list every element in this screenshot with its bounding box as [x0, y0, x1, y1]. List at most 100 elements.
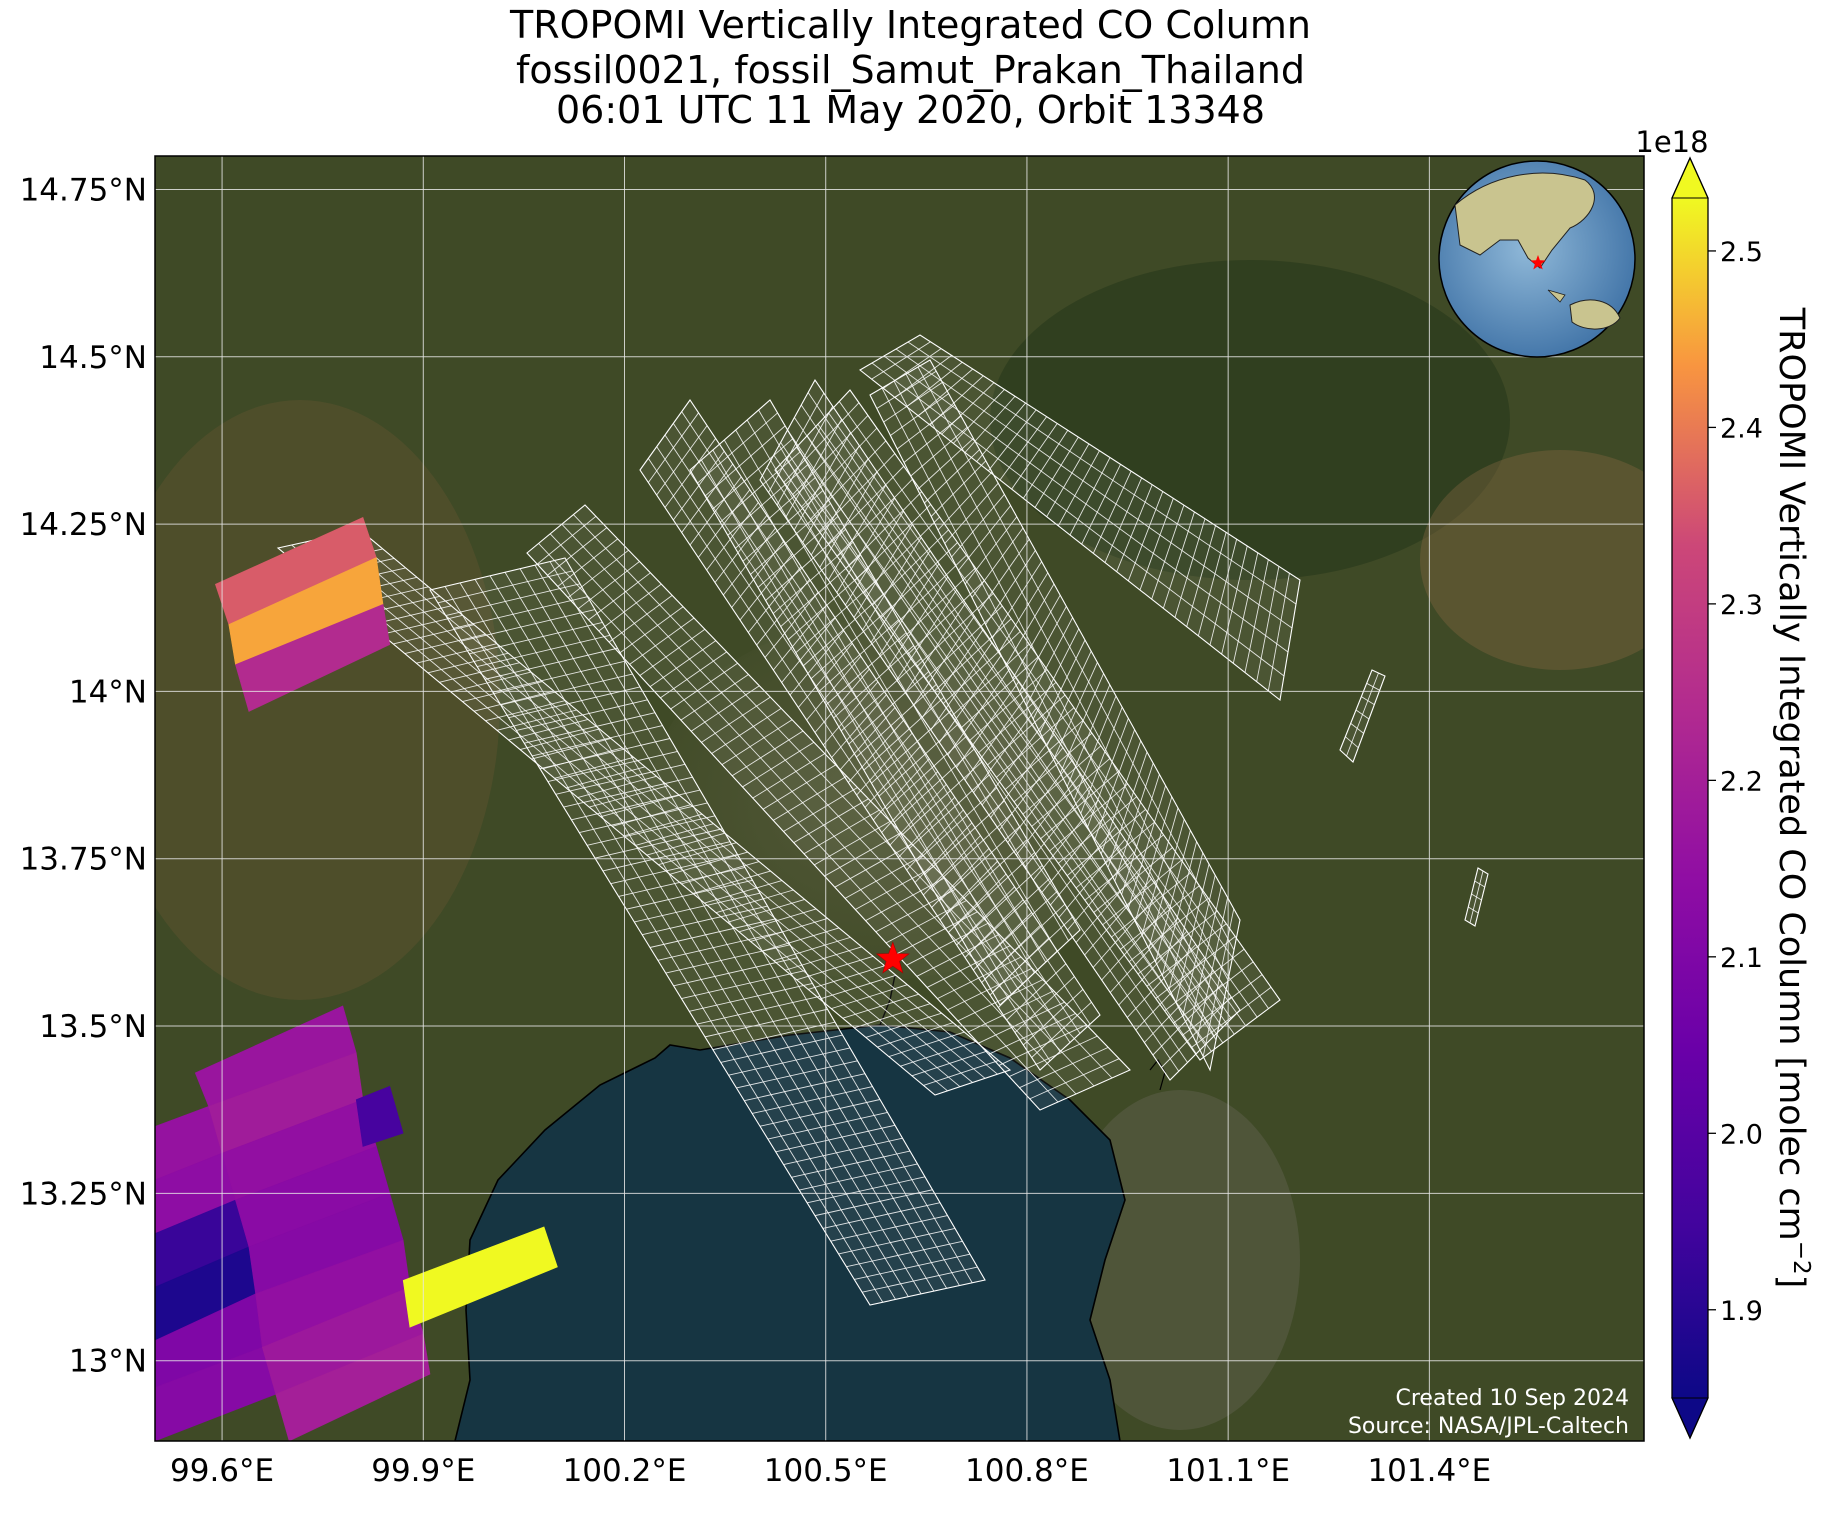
footprint-cell-line	[764, 591, 819, 658]
footprint-cell-line	[772, 541, 854, 614]
footprint-cell-line	[917, 438, 974, 490]
footprint-cell-line	[567, 549, 629, 598]
footprint-cell-line	[1006, 963, 1067, 1021]
footprint-cell-line	[704, 425, 786, 497]
footprint-cell-line	[951, 643, 1030, 717]
map-frame	[154, 155, 1645, 1442]
footprint-cell-line	[660, 651, 727, 699]
footprint-cell-line	[998, 572, 1049, 652]
title-line-3: 06:01 UTC 11 May 2020, Orbit 13348	[555, 88, 1265, 132]
footprint-cell-line	[903, 415, 962, 463]
footprint-cell-line	[1256, 566, 1280, 682]
footprint-cell-line	[881, 771, 939, 833]
footprint-cell-line	[469, 622, 603, 655]
footprint-cell-line	[305, 541, 961, 1088]
footprint-cell-line	[1058, 796, 1137, 864]
footprint-cell-line	[862, 537, 922, 631]
footprint-cell-line	[773, 936, 851, 962]
footprint-cell-line	[939, 826, 1020, 901]
footprint-cell-line	[635, 823, 714, 846]
footprint-cell-line	[610, 854, 738, 885]
footprint-cell-line	[1146, 923, 1227, 987]
footprint-cell-line	[690, 685, 760, 732]
lat-tick-label: 13.5°N	[39, 1009, 147, 1045]
footprint-cell-line	[783, 787, 858, 832]
footprint-cell-line	[1049, 783, 1129, 852]
footprint-cell-line	[1005, 583, 1055, 666]
footprint-cell-line	[673, 957, 798, 987]
footprint-cell-line	[789, 630, 845, 696]
lon-tick-label: 100.8°E	[965, 1453, 1089, 1489]
footprint-cell-line	[856, 732, 913, 796]
footprint-cell-line	[937, 956, 1022, 1000]
footprint-outline	[869, 359, 1241, 1072]
footprint-cell-line	[427, 652, 509, 674]
footprint-cell-line	[1031, 1001, 1092, 1058]
footprint-cell-line	[1152, 983, 1223, 1056]
footprint-cell-line	[721, 719, 793, 766]
footprint-cell-line	[937, 471, 993, 531]
footprint-cell-line	[701, 459, 1012, 995]
footprint-cell-line	[680, 674, 749, 721]
footprint-cell-line	[1092, 891, 1161, 968]
footprint-cell-line	[524, 712, 656, 744]
colorbar-ticks: 1.9 2.0 2.1 2.2 2.3 2.4 2.5	[1708, 237, 1763, 1327]
footprint-cell-line	[939, 655, 1002, 743]
footprint-cell-line	[557, 538, 618, 587]
colorbar-extend-max	[1671, 156, 1709, 199]
footprint-swath	[759, 378, 1241, 1081]
footprint-cell-line	[964, 395, 1016, 453]
footprint-cell-line	[793, 432, 851, 531]
footprint-cell-line	[941, 382, 995, 435]
footprint-cell-line	[824, 832, 902, 877]
footprint-cell-line	[863, 696, 945, 771]
footprint-cell-line	[1093, 729, 1136, 841]
footprint-cell-line	[855, 866, 935, 910]
footprint-cell-line	[792, 415, 869, 495]
footprint-cell-line	[1100, 740, 1142, 855]
footprint-cell-line	[896, 404, 956, 450]
footprint-cell-line	[830, 1215, 948, 1242]
footprint-cell-line	[712, 1021, 836, 1051]
footprint-cell-line	[960, 656, 1039, 729]
footprint-cell-line	[1107, 751, 1148, 868]
footprint-cell-line	[1175, 863, 1210, 1003]
footprint-cell-line	[642, 905, 768, 936]
footprint-cell-line	[445, 583, 581, 616]
footprint-cell-line	[916, 787, 998, 862]
footprint-cell-line	[801, 427, 878, 508]
footprint-cell-line	[923, 835, 981, 896]
longitude-axis: 99.6°E 99.9°E 100.2°E 100.5°E 100.8°E 101.1°E…	[170, 1453, 1491, 1489]
footprint-cell-line	[634, 892, 761, 923]
footprint-cell-line	[519, 728, 600, 750]
footprint-cell-line	[1066, 684, 1111, 787]
created-date: Created 10 Sep 2024	[1396, 1386, 1630, 1411]
footprint-cell-line	[904, 602, 966, 693]
footprint-cell-line	[948, 873, 1007, 933]
footprint-cell-line	[814, 1189, 933, 1217]
lon-tick-label: 100.2°E	[563, 1453, 687, 1489]
footprint-cell-line	[757, 516, 839, 588]
footprint-cell-line	[864, 745, 921, 808]
footprint-cell-line	[987, 409, 1037, 472]
footprint-cell-line	[1267, 573, 1290, 691]
latitude-axis: 14.75°N 14.5°N 14.25°N 14°N 13.75°N 13.5°N 13.…	[20, 172, 147, 1379]
footprint-cell-line	[795, 580, 877, 654]
footprint-cell-line	[791, 1150, 911, 1178]
footprint-cell-line	[854, 504, 931, 581]
footprint-cell-line	[629, 617, 695, 665]
footprint-cell-line	[588, 572, 651, 621]
footprint-cell-line	[711, 708, 782, 754]
footprint-cell-line	[719, 451, 801, 523]
footprint-cell-line	[1116, 484, 1153, 572]
footprint-cell-line	[802, 445, 860, 543]
footprint-cell-line	[1046, 443, 1090, 517]
footprint-cell-line	[736, 1060, 858, 1089]
footprint-cell-line	[930, 460, 987, 517]
footprint-cell-line	[887, 576, 949, 668]
coast-detail	[1149, 1058, 1166, 1091]
footprint-cell-line	[473, 690, 554, 712]
footprint-cell-line	[810, 458, 869, 556]
footprint-cell-line	[793, 798, 869, 844]
footprint-cell-line	[623, 813, 703, 837]
